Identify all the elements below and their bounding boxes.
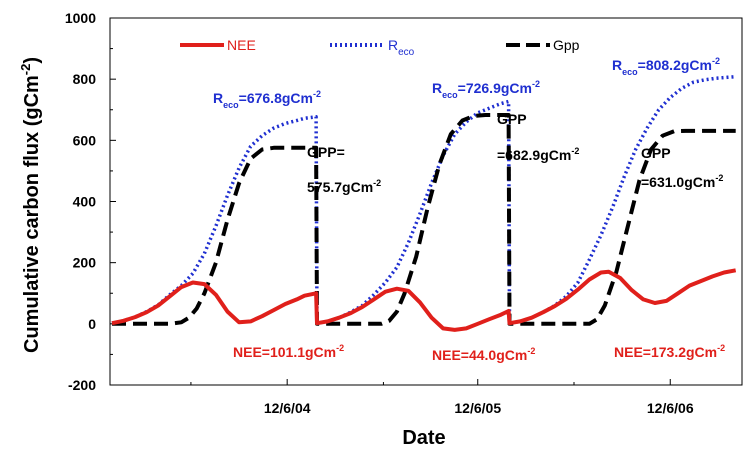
gpp-total-2-line2: =682.9gCm-2: [497, 146, 579, 163]
y-tick-label: 400: [73, 194, 97, 210]
gpp-total-1-line2: 575.7gCm-2: [307, 178, 381, 195]
legend: NEE Reco Gpp: [180, 37, 580, 58]
y-axis-title-sup: -2: [18, 64, 33, 76]
y-tick-label: -200: [68, 377, 96, 393]
x-axis-ticks: 12/6/04 12/6/05 12/6/06: [190, 379, 694, 416]
gpp-total-3-line2: =631.0gCm-2: [641, 173, 723, 190]
reco-total-1: Reco=676.8gCm-2: [213, 89, 321, 110]
x-axis-title: Date: [402, 427, 445, 449]
legend-label-reco: Reco: [388, 37, 415, 58]
reco-total-2: Reco=726.9gCm-2: [432, 79, 540, 100]
nee-total-2: NEE=44.0gCm-2: [432, 346, 535, 363]
series-line-gpp: [112, 113, 736, 326]
y-tick-label: 600: [73, 132, 97, 148]
legend-label-nee: NEE: [227, 37, 256, 53]
y-tick-label: 1000: [65, 10, 96, 26]
reco-total-3: Reco=808.2gCm-2: [612, 56, 720, 77]
gpp-total-2-line1: GPP: [497, 111, 527, 127]
x-tick-label: 12/6/05: [454, 400, 501, 416]
annotations: Reco=676.8gCm-2 Reco=726.9gCm-2 Reco=808…: [213, 56, 725, 363]
gpp-total-3-line1: GPP: [641, 145, 671, 161]
y-tick-label: 200: [73, 255, 97, 271]
series-line-nee: [111, 268, 737, 332]
y-axis-title-close: ): [21, 57, 43, 64]
x-tick-label: 12/6/06: [647, 400, 694, 416]
legend-label-reco-sub: eco: [398, 47, 415, 58]
y-axis-ticks: -200 0 200 400 600 800 1000: [65, 10, 116, 393]
nee-total-1: NEE=101.1gCm-2: [233, 343, 344, 360]
x-tick-label: 12/6/04: [264, 400, 311, 416]
legend-label-gpp: Gpp: [553, 37, 580, 53]
plot-frame: [109, 17, 743, 386]
y-tick-label: 0: [88, 316, 96, 332]
nee-total-3: NEE=173.2gCm-2: [614, 343, 725, 360]
series-lines: [111, 74, 737, 332]
gpp-total-1-line1: GPP=: [307, 144, 345, 160]
y-tick-label: 800: [73, 71, 97, 87]
series-line-reco: [111, 74, 736, 325]
y-axis-title: Cumulative carbon flux (gCm-2): [18, 57, 43, 353]
